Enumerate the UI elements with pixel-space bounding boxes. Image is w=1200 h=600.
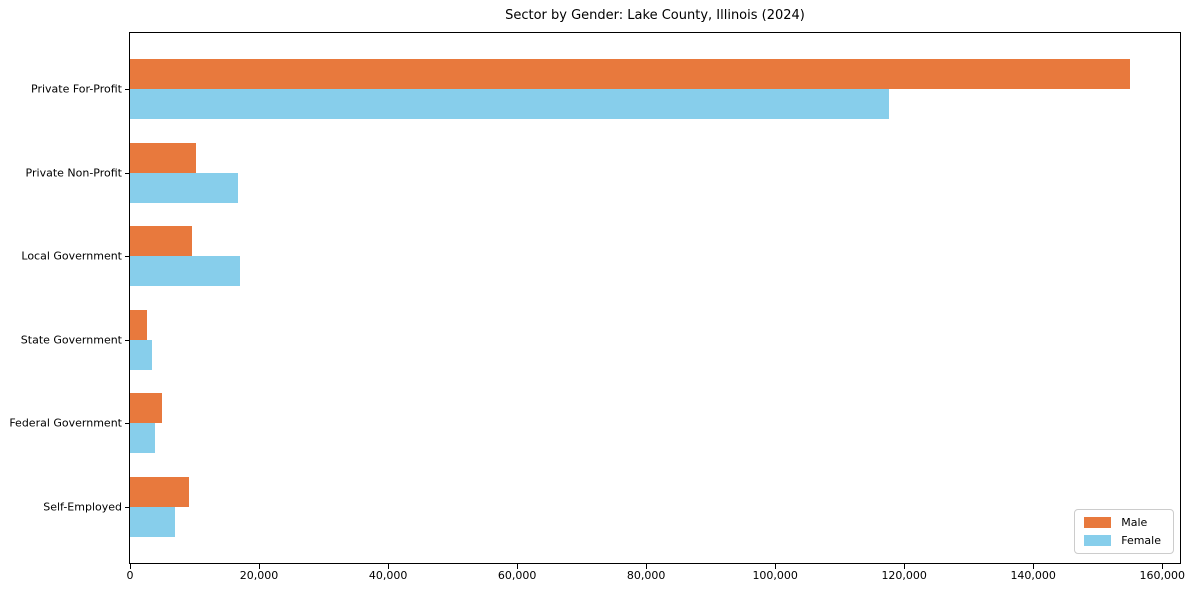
bar-male-federal-government: [130, 393, 163, 424]
y-tick-mark: [125, 507, 130, 508]
bar-male-local-government: [130, 226, 192, 257]
bar-female-local-government: [130, 256, 240, 287]
x-tick-mark: [775, 564, 777, 569]
x-tick-label-20000: 20,000: [239, 569, 279, 582]
category-label-federal-government: Federal Government: [9, 416, 122, 430]
y-tick-mark: [125, 89, 130, 90]
x-tick-mark: [1033, 564, 1035, 569]
x-tick-label-160000: 160,000: [1139, 569, 1186, 582]
x-tick-mark: [388, 564, 390, 569]
x-tick-mark: [646, 564, 648, 569]
y-tick-mark: [125, 256, 130, 258]
x-tick-label-40000: 40,000: [368, 569, 408, 582]
legend-label-male: Male: [1121, 516, 1148, 529]
category-label-local-government: Local Government: [21, 249, 122, 263]
male-color-swatch: [1084, 517, 1112, 528]
plot-area: Male Female: [125, 32, 1181, 569]
x-tick-mark: [904, 564, 906, 569]
bar-male-state-government: [130, 309, 148, 340]
legend-label-female: Female: [1121, 534, 1161, 547]
legend: Male Female: [1074, 509, 1174, 554]
category-label-private-non-profit: Private Non-Profit: [25, 166, 122, 180]
y-axis-labels: Private For-Profit Private Non-Profit Loca…: [0, 33, 122, 563]
x-tick-label-60000: 60,000: [497, 569, 537, 582]
female-color-swatch: [1084, 535, 1112, 546]
x-tick-label-0: 0: [126, 569, 134, 582]
legend-entry-female: Female: [1084, 534, 1161, 547]
bar-female-private-for-profit: [130, 89, 890, 119]
y-tick-mark: [125, 423, 130, 425]
legend-entry-male: Male: [1084, 516, 1161, 529]
chart-title: Sector by Gender: Lake County, Illinois …: [505, 8, 805, 23]
bar-male-private-non-profit: [130, 142, 196, 173]
category-label-state-government: State Government: [20, 333, 122, 347]
x-tick-mark: [130, 564, 131, 569]
category-label-private-for-profit: Private For-Profit: [31, 82, 122, 96]
x-tick-label-120000: 120,000: [881, 569, 927, 582]
bar-male-private-for-profit: [130, 59, 1130, 89]
x-tick-label-80000: 80,000: [626, 569, 666, 582]
x-tick-mark: [1162, 564, 1164, 569]
x-tick-mark: [517, 564, 519, 569]
bar-female-private-non-profit: [130, 172, 238, 203]
bar-female-state-government: [130, 339, 152, 370]
bar-female-self-employed: [130, 507, 175, 537]
x-tick-label-100000: 100,000: [752, 569, 798, 582]
y-tick-mark: [125, 339, 130, 341]
bar-female-federal-government: [130, 423, 156, 454]
x-tick-label-140000: 140,000: [1010, 569, 1056, 582]
category-label-self-employed: Self-Employed: [43, 500, 122, 514]
y-tick-mark: [125, 172, 130, 174]
x-tick-mark: [259, 564, 260, 569]
bar-male-self-employed: [130, 477, 189, 507]
